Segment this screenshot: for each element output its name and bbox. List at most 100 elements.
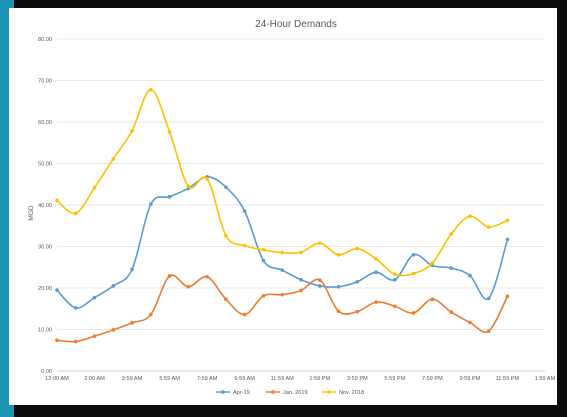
data-point [167, 194, 172, 199]
data-point [355, 246, 360, 251]
data-point [73, 306, 78, 310]
data-point [299, 288, 303, 293]
y-tick-label: 80.00 [38, 37, 52, 43]
data-point [55, 338, 59, 343]
legend-label: Nov. 2018 [339, 390, 364, 396]
series-line [56, 274, 509, 343]
data-point [486, 296, 491, 301]
data-point [299, 250, 303, 255]
y-tick-label: 20.00 [38, 286, 52, 292]
data-point [449, 310, 453, 314]
data-point [261, 258, 266, 263]
y-tick-label: 40.00 [38, 203, 52, 209]
x-tick-label: 12:00 AM [45, 376, 69, 382]
data-point [130, 267, 134, 272]
data-point [505, 218, 510, 223]
data-point [299, 277, 303, 282]
legend-marker [327, 390, 331, 394]
data-point [317, 241, 322, 245]
data-point [486, 225, 491, 229]
data-point [336, 284, 341, 289]
data-point [449, 232, 453, 236]
data-point [393, 277, 397, 282]
data-point [505, 237, 510, 242]
data-point [355, 279, 360, 284]
data-point [393, 272, 397, 277]
y-tick-label: 60.00 [38, 120, 52, 126]
data-point [149, 202, 153, 206]
x-tick-label: 2:00 AM [84, 376, 105, 382]
data-point [130, 321, 134, 325]
data-point [242, 243, 247, 248]
data-point [336, 253, 341, 257]
x-tick-label: 3:59 AM [122, 376, 143, 382]
x-tick-label: 5:59 AM [159, 376, 180, 382]
data-point [167, 130, 172, 134]
data-point [55, 288, 59, 292]
data-point [393, 304, 397, 309]
gridlines [57, 38, 545, 372]
data-point [205, 274, 209, 279]
legend: Apr-19 Jan. 2019 Nov. 2018 [216, 390, 364, 396]
data-point [130, 128, 134, 133]
data-point [411, 311, 416, 315]
x-tick-label: 1:59 AM [535, 376, 556, 382]
data-point [149, 312, 153, 317]
series-0 [55, 174, 510, 310]
data-point [111, 157, 116, 161]
data-point [205, 177, 209, 181]
data-point [486, 329, 491, 333]
x-tick-label: 3:59 PM [347, 376, 368, 382]
x-tick-label: 5:59 PM [384, 376, 405, 382]
data-point [167, 274, 172, 278]
data-point [186, 284, 191, 289]
data-point [374, 300, 378, 304]
legend-marker [271, 390, 275, 394]
data-point [224, 233, 228, 238]
data-point [430, 297, 435, 302]
series-2 [55, 87, 510, 277]
legend-label: Apr-19 [233, 390, 250, 396]
data-point [73, 211, 78, 216]
x-tick-label: 11:59 AM [271, 376, 295, 382]
series-lines [55, 87, 510, 344]
data-point [73, 339, 78, 344]
chart-area: 24-Hour Demands MGD 0.00 10.00 20.00 30.00 4… [9, 8, 557, 405]
x-tick-label: 9:59 AM [234, 376, 255, 382]
data-point [280, 250, 285, 255]
x-tick-label: 9:59 PM [460, 376, 481, 382]
data-point [317, 284, 322, 288]
line-chart: 24-Hour Demands MGD 0.00 10.00 20.00 30.00 4… [28, 19, 556, 396]
data-point [224, 185, 228, 189]
legend-marker [221, 390, 225, 394]
y-tick-label: 10.00 [38, 328, 52, 334]
data-point [92, 185, 97, 190]
data-point [430, 261, 435, 265]
data-point [261, 294, 266, 298]
series-line [56, 88, 508, 277]
data-point [224, 297, 228, 302]
y-tick-label: 70.00 [38, 79, 52, 85]
x-tick-label: 1:59 PM [309, 376, 330, 382]
data-point [449, 266, 453, 270]
data-point [92, 295, 97, 300]
data-point [111, 328, 116, 332]
data-point [55, 198, 59, 203]
x-tick-label: 11:59 PM [496, 376, 520, 382]
data-point [374, 257, 378, 261]
y-tick-label: 30.00 [38, 245, 52, 251]
data-point [336, 309, 341, 314]
data-point [280, 292, 285, 297]
data-point [317, 278, 322, 282]
y-axis-label: MGD [28, 205, 35, 220]
data-point [242, 312, 247, 317]
data-point [468, 320, 472, 325]
data-point [355, 309, 360, 314]
data-point [280, 268, 285, 272]
y-tick-label: 0.00 [41, 369, 52, 375]
data-point [411, 253, 416, 257]
data-point [411, 271, 416, 276]
chart-title: 24-Hour Demands [255, 19, 337, 30]
data-point [111, 284, 116, 288]
data-point [374, 270, 378, 275]
